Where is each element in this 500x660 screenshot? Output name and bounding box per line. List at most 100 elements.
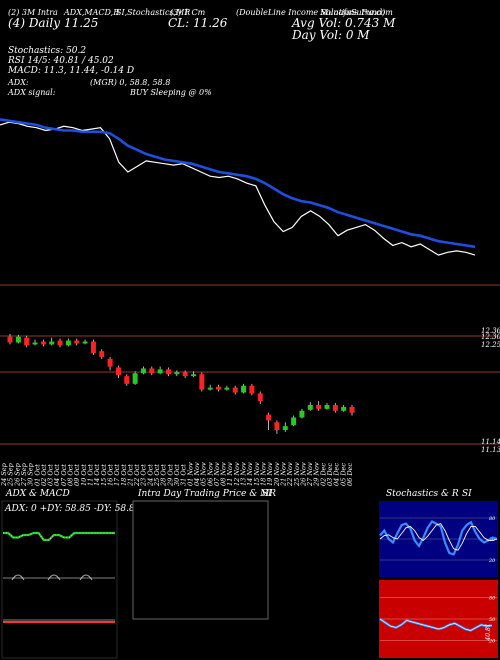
adx-signal: ADX signal: (8, 88, 56, 97)
date-label-32: 07 Nov (213, 462, 221, 486)
date-label-50: 04 Dec (333, 463, 341, 486)
date-label-18: 18 Oct (120, 464, 128, 486)
candle-21 (182, 372, 188, 377)
price-label-2: 12.25 (481, 341, 500, 349)
candle-10 (90, 341, 96, 354)
date-label-4: 30 Sep (27, 462, 35, 486)
date-label-37: 14 Nov (246, 462, 254, 486)
header-item-4: (DoubleLine Income Solutions Fund) (236, 8, 386, 17)
date-label-31: 06 Nov (206, 462, 214, 486)
date-label-52: 06 Dec (346, 463, 354, 486)
date-label-12: 10 Oct (80, 464, 88, 486)
stoch-k-line (379, 520, 498, 556)
header-item-3: (3) 1 Cm (170, 8, 206, 17)
candle-40 (341, 406, 347, 411)
adx-panel-title: ADX & MACD (5, 489, 70, 499)
date-label-25: 29 Oct (166, 464, 174, 487)
candle-1 (15, 336, 21, 343)
date-label-43: 22 Nov (286, 462, 294, 487)
date-label-1: 25 Sep (7, 462, 15, 487)
date-label-42: 21 Nov (280, 462, 288, 487)
candle-15 (132, 373, 138, 384)
date-label-51: 05 Dec (339, 463, 347, 486)
macd-readout: MACD: 11.3, 11.44, -0.14 D (8, 66, 135, 76)
date-label-34: 11 Nov (226, 462, 234, 486)
candle-11 (99, 351, 105, 357)
candle-8 (74, 340, 80, 344)
rsi-tick-0: 80 (489, 595, 496, 601)
date-label-46: 27 Nov (306, 462, 314, 487)
avg-vol: Avg Vol: 0.743 M (292, 16, 396, 30)
price-label-4: 11.13 (481, 446, 500, 454)
candle-12 (107, 358, 113, 367)
rsi-value-label: 40.81 (485, 623, 492, 641)
date-label-22: 24 Oct (146, 464, 154, 487)
stoch-si-label: SI (462, 489, 472, 499)
date-label-33: 08 Nov (220, 462, 228, 486)
intraday-panel-title: Intra Day Trading Price & MR (137, 489, 276, 499)
date-label-3: 27 Sep (20, 462, 28, 487)
candle-33 (282, 426, 288, 430)
date-label-47: 29 Nov (313, 462, 321, 487)
daily-label: (4) Daily (8, 16, 61, 30)
date-label-16: 16 Oct (107, 464, 115, 486)
candle-25 (216, 386, 222, 390)
candle-41 (349, 406, 355, 413)
candle-39 (332, 405, 338, 411)
candle-19 (165, 369, 171, 375)
date-label-14: 14 Oct (93, 464, 101, 486)
date-label-39: 18 Nov (260, 462, 268, 486)
candle-2 (24, 337, 30, 346)
date-label-45: 26 Nov (299, 462, 307, 487)
header-item-2: SI,Stochastics,MR (116, 8, 191, 17)
price-label-1b: 12.30 (481, 333, 500, 341)
series-line-0 (0, 121, 476, 256)
candle-13 (115, 367, 121, 376)
candle-16 (140, 368, 146, 374)
date-label-19: 21 Oct (126, 464, 134, 487)
candle-36 (307, 405, 313, 410)
adx-readout: ADX: 0 +DY: 58.85 -DY: 58.85 (4, 504, 141, 514)
date-label-5: 01 Oct (33, 464, 41, 486)
header-item-5: MunafaSutra.com (320, 8, 393, 17)
date-label-26: 30 Oct (173, 464, 181, 486)
daily-value: 11.25 (64, 16, 99, 30)
candle-20 (174, 372, 180, 375)
rsi-line-overlay (379, 618, 493, 631)
stochastics-readout: Stochastics: 50.2 (8, 46, 87, 56)
candle-27 (232, 387, 238, 393)
price-label-1: 12.36 (481, 327, 500, 335)
candle-4 (40, 341, 46, 345)
candle-28 (241, 385, 247, 393)
header-line1: (2) 3M Intra ADX,MACD,B SI,Stochastics,MR(… (0, 8, 500, 18)
candle-30 (257, 393, 263, 402)
stoch-panel-title: Stochastics & R (386, 489, 459, 499)
candle-18 (157, 369, 163, 374)
candle-6 (57, 340, 63, 346)
date-label-24: 28 Oct (160, 464, 168, 487)
date-label-49: 03 Dec (326, 463, 334, 486)
candle-23 (199, 374, 205, 390)
buy-sleeping: BUY Sleeping @ 0% (130, 88, 212, 97)
rsi-readout: RSI 14/5: 40.81 / 45.02 (8, 56, 114, 66)
date-label-38: 15 Nov (253, 462, 261, 486)
close-label: CL: 11.26 (168, 16, 228, 30)
stoch-tick-0: 80 (489, 516, 496, 522)
date-label-48: 02 Dec (319, 463, 327, 486)
price-labels: 12.36 12.30 12.25 11.14 11.13 (481, 327, 500, 454)
date-label-8: 04 Oct (53, 464, 61, 486)
stoch-d-line (379, 523, 498, 551)
price-label-3: 11.14 (481, 438, 500, 446)
macd-mark-1 (47, 574, 61, 581)
level-lines (0, 284, 500, 445)
date-label-28: 01 Nov (186, 462, 194, 486)
date-label-44: 25 Nov (293, 462, 301, 487)
header-item-0: (2) 3M Intra (8, 8, 58, 17)
candle-5 (49, 341, 55, 345)
day-vol: Day Vol: 0 M (292, 28, 370, 42)
date-label-17: 17 Oct (113, 464, 121, 486)
